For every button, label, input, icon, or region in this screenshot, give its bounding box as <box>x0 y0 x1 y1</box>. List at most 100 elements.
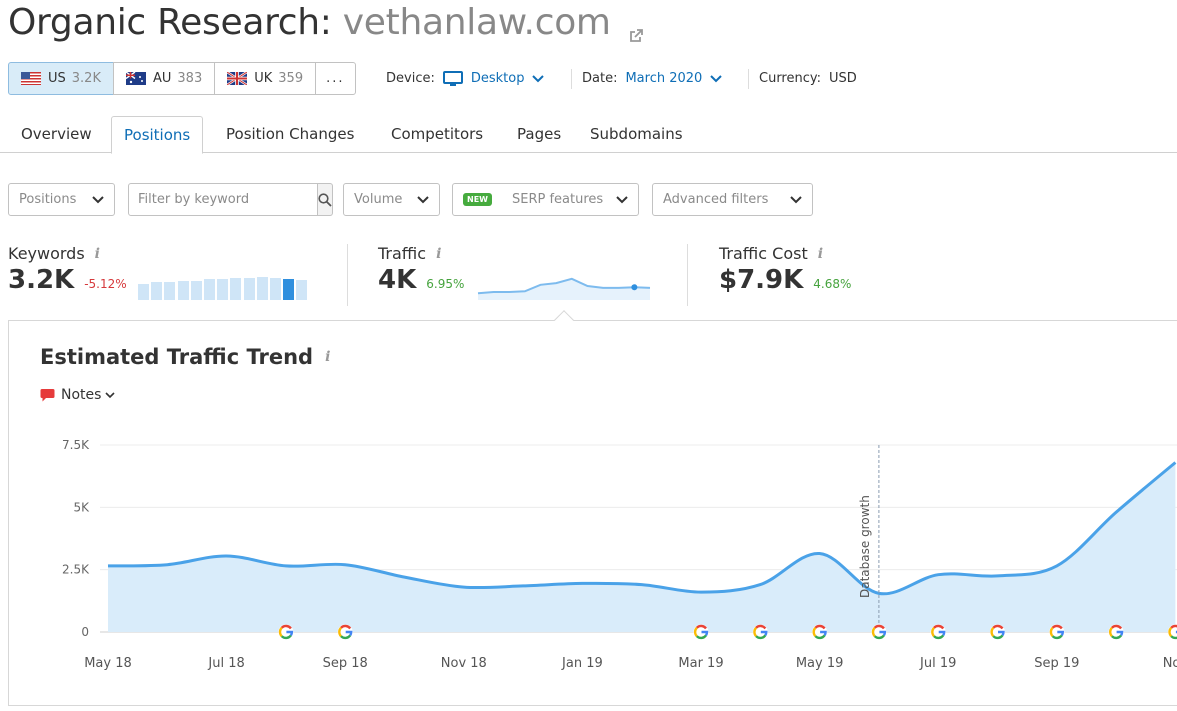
google-g-icon[interactable] <box>990 624 1005 640</box>
keywords-value: 3.2K <box>8 265 75 295</box>
tab-pages[interactable]: Pages <box>517 125 562 143</box>
currency-label: Currency: <box>759 71 822 86</box>
x-tick-label: Mar 19 <box>678 656 723 671</box>
divider <box>571 69 572 89</box>
traffic-value: 4K <box>378 265 417 295</box>
domain-link[interactable]: vethanlaw.com <box>342 2 611 43</box>
db-count: 359 <box>278 71 304 86</box>
chart-title: Estimated Traffic Trend i <box>40 345 330 369</box>
keywords-change: -5.12% <box>84 277 127 291</box>
report-tabs: Overview Positions Position Changes Comp… <box>0 116 1177 154</box>
serp-features-label: SERP features <box>511 192 604 207</box>
google-g-icon[interactable] <box>812 624 828 640</box>
x-tick-label: Jan 19 <box>561 656 603 671</box>
google-g-icon[interactable] <box>693 624 709 640</box>
y-tick-label: 7.5K <box>62 438 90 452</box>
sparkline-line <box>477 277 651 295</box>
device-dropdown[interactable]: Desktop <box>442 70 545 87</box>
keywords-mini-bar <box>151 281 163 300</box>
traffic-cost-value: $7.9K <box>719 265 804 295</box>
google-g-icon[interactable] <box>1049 624 1065 640</box>
google-g-icon[interactable] <box>871 624 887 640</box>
db-button-uk[interactable]: UK 359 <box>214 62 317 95</box>
keywords-mini-bar <box>296 279 308 300</box>
date-value: March 2020 <box>625 71 703 86</box>
date-dropdown[interactable]: March 2020 <box>625 71 723 86</box>
traffic-metric[interactable]: Traffic i 4K 6.95% <box>378 244 464 295</box>
divider <box>347 244 348 306</box>
traffic-cost-change: 4.68% <box>813 277 852 291</box>
x-tick-label: May 18 <box>84 656 132 671</box>
traffic-label: Traffic <box>378 244 427 263</box>
google-g-icon[interactable] <box>930 624 946 640</box>
device-label: Device: <box>386 71 435 86</box>
google-g-icon[interactable] <box>1108 624 1124 640</box>
tab-overview[interactable]: Overview <box>21 125 92 143</box>
tab-position-changes[interactable]: Position Changes <box>226 125 355 143</box>
divider <box>687 244 688 306</box>
db-count: 3.2K <box>71 71 101 86</box>
keyword-filter-input[interactable] <box>128 183 318 216</box>
positions-filter[interactable]: Positions <box>8 183 115 216</box>
traffic-area <box>108 462 1176 632</box>
keywords-mini-bar <box>283 279 295 300</box>
divider <box>748 69 749 89</box>
google-g-icon[interactable] <box>1167 624 1177 640</box>
db-code: US <box>48 71 66 86</box>
external-link-icon[interactable] <box>628 10 644 56</box>
volume-filter-label: Volume <box>354 192 403 207</box>
search-button[interactable] <box>318 183 333 216</box>
currency-setting: Currency: USD <box>759 62 857 95</box>
db-button-au[interactable]: AU 383 <box>112 62 216 95</box>
notes-dropdown[interactable]: Notes <box>40 387 116 403</box>
keywords-mini-bar <box>217 279 229 300</box>
advanced-filters[interactable]: Advanced filters <box>652 183 813 216</box>
device-value: Desktop <box>470 71 525 86</box>
keywords-mini-bar <box>270 277 281 300</box>
chevron-down-icon <box>710 74 723 82</box>
x-tick-label: Jul 19 <box>919 656 956 671</box>
info-icon[interactable]: i <box>325 349 331 365</box>
db-count: 383 <box>177 71 203 86</box>
tab-positions[interactable]: Positions <box>111 116 204 154</box>
traffic-line <box>107 461 1177 596</box>
uk-flag-icon <box>227 72 248 85</box>
chevron-down-icon <box>105 391 116 398</box>
notes-label: Notes <box>61 387 102 403</box>
keywords-mini-bar <box>230 277 242 300</box>
keywords-mini-chart <box>138 274 310 300</box>
keyword-filter <box>128 183 333 216</box>
serp-features-filter[interactable]: NEW SERP features <box>452 183 639 216</box>
more-databases-button[interactable]: ... <box>315 62 356 95</box>
tab-subdomains[interactable]: Subdomains <box>590 125 683 143</box>
info-icon[interactable]: i <box>817 245 824 262</box>
google-g-icon[interactable] <box>337 624 353 640</box>
tab-competitors[interactable]: Competitors <box>391 125 484 143</box>
keywords-metric[interactable]: Keywords i 3.2K -5.12% <box>8 244 127 295</box>
google-g-icon[interactable] <box>278 624 294 640</box>
device-setting: Device: Desktop <box>386 62 545 95</box>
db-code: UK <box>254 71 273 86</box>
x-tick-label: Sep 19 <box>1034 656 1079 671</box>
currency-value: USD <box>829 71 857 86</box>
page-title-prefix: Organic Research: <box>8 2 332 43</box>
keywords-mini-bar <box>177 280 189 300</box>
desktop-icon <box>442 70 463 86</box>
volume-filter[interactable]: Volume <box>343 183 440 216</box>
keywords-mini-bar <box>204 279 215 300</box>
x-tick-label: Sep 18 <box>323 656 368 671</box>
info-icon[interactable]: i <box>436 245 442 262</box>
page-title: Organic Research: vethanlaw.com <box>8 0 644 56</box>
new-badge: NEW <box>463 193 492 206</box>
google-g-icon[interactable] <box>752 624 768 640</box>
traffic-cost-metric[interactable]: Traffic Cost i $7.9K 4.68% <box>719 244 851 295</box>
chevron-down-icon <box>532 74 545 82</box>
chevron-down-icon <box>616 195 628 203</box>
x-tick-label: Jul 18 <box>207 656 244 671</box>
info-icon[interactable]: i <box>94 245 100 262</box>
chevron-down-icon <box>417 195 429 203</box>
keywords-mini-bar <box>164 281 176 300</box>
x-tick-label: May 19 <box>796 656 844 671</box>
chart-title-text: Estimated Traffic Trend <box>40 345 314 369</box>
advanced-filters-label: Advanced filters <box>663 192 769 207</box>
